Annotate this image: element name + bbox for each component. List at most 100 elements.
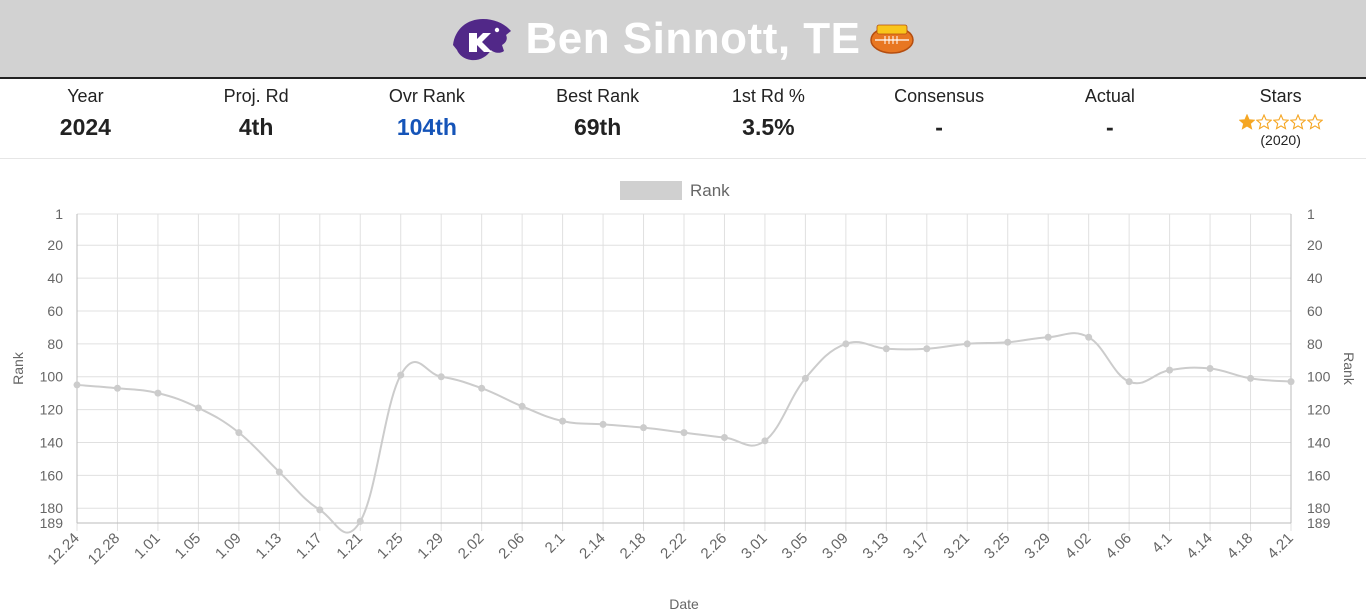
x-tick-label: 1.21: [333, 530, 366, 563]
y-tick-label-right: 160: [1307, 467, 1331, 483]
stat-label: Stars: [1259, 86, 1302, 106]
kansas-state-wildcat-logo-icon: [453, 18, 512, 60]
rank-data-point: [559, 417, 567, 425]
stat-stars: Stars (2020): [1195, 79, 1366, 158]
star-empty-icon: [1306, 114, 1323, 130]
stat-label: 1st Rd %: [731, 86, 805, 106]
page-title: Ben Sinnott, TE: [525, 13, 861, 63]
x-tick-label: 3.09: [819, 530, 852, 563]
rank-data-point: [397, 371, 405, 379]
x-tick-label: 12.28: [85, 530, 124, 569]
x-tick-label: 1.17: [293, 530, 326, 563]
star-filled-icon: [1238, 114, 1255, 130]
y-axis-title-right: Rank: [1341, 352, 1357, 386]
rank-data-point: [680, 429, 688, 437]
y-tick-label-right: 140: [1307, 434, 1331, 450]
y-tick-label-right: 1: [1307, 206, 1315, 222]
rank-data-point: [356, 517, 364, 525]
stat-value: 4th: [238, 114, 274, 140]
rank-data-point: [154, 389, 162, 397]
stat-label: Year: [67, 86, 104, 106]
y-tick-label-left: 180: [40, 500, 64, 516]
x-tick-label: 2.06: [495, 530, 528, 563]
x-tick-label: 3.05: [779, 530, 812, 563]
y-tick-label-left: 20: [47, 237, 63, 253]
rank-data-point: [1247, 374, 1255, 382]
rank-data-point: [761, 437, 769, 445]
y-tick-label-right: 100: [1307, 369, 1331, 385]
y-tick-label-right: 80: [1307, 336, 1323, 352]
rank-data-point: [1044, 333, 1052, 341]
rank-data-point: [842, 340, 850, 348]
y-tick-label-left: 60: [47, 303, 63, 319]
rank-data-point: [1166, 366, 1174, 374]
x-tick-label: 3.01: [738, 530, 771, 563]
x-tick-label: 2.22: [657, 530, 690, 563]
stat-year: Year 2024: [0, 79, 171, 158]
legend-label: Rank: [690, 181, 730, 200]
stat-overall-rank: Ovr Rank 104th: [342, 79, 513, 158]
stat-value: 2024: [59, 114, 111, 140]
rank-data-point: [113, 384, 121, 392]
stars-year: (2020): [1260, 132, 1301, 148]
rank-data-point: [437, 373, 445, 381]
legend-swatch: [620, 181, 682, 200]
rank-data-point: [478, 384, 486, 392]
y-tick-label-left: 100: [40, 369, 64, 385]
rank-data-point: [275, 468, 283, 476]
x-tick-label: 2.1: [542, 530, 569, 557]
star-rating: [1195, 114, 1366, 132]
x-tick-label: 1.13: [252, 530, 285, 563]
x-tick-label: 4.06: [1102, 530, 1135, 563]
rank-data-point: [518, 402, 526, 410]
rank-data-point: [316, 506, 324, 514]
x-tick-label: 2.14: [576, 530, 609, 563]
rank-data-point: [1004, 338, 1012, 346]
rank-data-point: [801, 374, 809, 382]
stat-actual: Actual -: [1025, 79, 1196, 158]
x-tick-label: 2.02: [455, 530, 488, 563]
x-tick-label: 4.1: [1149, 530, 1176, 557]
player-header: Ben Sinnott, TE: [0, 0, 1366, 79]
rank-data-point: [1206, 365, 1214, 372]
star-empty-icon: [1255, 114, 1272, 130]
stat-value: 69th: [573, 114, 622, 140]
y-tick-label-right: 189: [1307, 515, 1331, 531]
x-tick-label: 1.09: [212, 530, 245, 563]
x-tick-label: 1.05: [172, 530, 205, 563]
stats-bar: Year 2024 Proj. Rd 4th Ovr Rank 104th Be…: [0, 79, 1366, 159]
star-empty-icon: [1272, 114, 1289, 130]
y-axis-title-left: Rank: [10, 351, 26, 385]
stat-label: Proj. Rd: [223, 86, 289, 106]
x-tick-label: 3.13: [859, 530, 892, 563]
y-tick-label-right: 40: [1307, 270, 1323, 286]
rank-data-point: [599, 420, 607, 428]
stat-first-round-pct: 1st Rd % 3.5%: [683, 79, 854, 158]
y-tick-label-left: 1: [55, 206, 63, 222]
x-tick-label: 4.02: [1062, 530, 1095, 563]
stat-value: -: [935, 114, 943, 140]
y-tick-label-right: 120: [1307, 402, 1331, 418]
rank-data-point: [882, 345, 890, 353]
rank-data-point: [235, 429, 243, 437]
stat-best-rank: Best Rank 69th: [512, 79, 683, 158]
stat-label: Ovr Rank: [388, 86, 465, 106]
stat-label: Actual: [1084, 86, 1135, 106]
x-tick-label: 4.18: [1224, 530, 1257, 563]
rank-data-point: [720, 434, 728, 442]
x-tick-label: 2.18: [617, 530, 650, 563]
x-tick-label: 12.24: [44, 530, 83, 569]
rank-data-point: [1085, 333, 1093, 341]
rank-data-point: [923, 345, 931, 353]
stat-value: -: [1106, 114, 1114, 140]
x-tick-label: 3.29: [1021, 530, 1054, 563]
rank-data-point: [963, 340, 971, 348]
rank-data-point: [73, 381, 81, 389]
y-tick-label-right: 180: [1307, 500, 1331, 516]
stat-value: 3.5%: [742, 114, 795, 140]
star-empty-icon: [1289, 114, 1306, 130]
x-tick-label: 4.14: [1183, 530, 1216, 563]
x-axis-title: Date: [669, 596, 699, 610]
stat-label: Best Rank: [556, 86, 640, 106]
